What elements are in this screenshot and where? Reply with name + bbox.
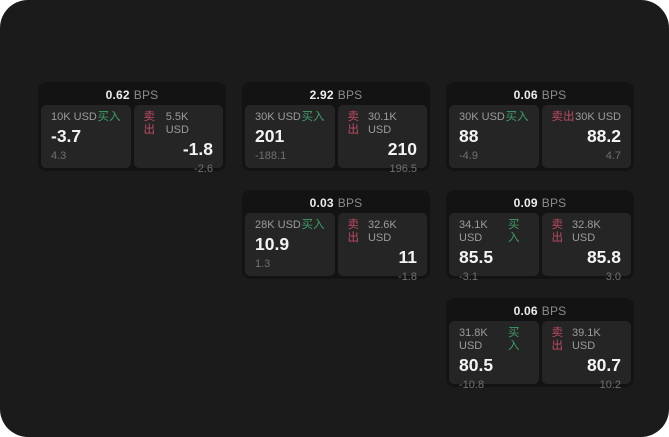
bps-suffix: BPS [337,88,363,102]
buy-tag: 买入 [97,111,121,123]
bps-header: 0.62 BPS [41,85,223,105]
buy-delta: -4.9 [459,150,478,162]
quote-card: 0.06 BPS 31.8K USD 买入 80.5 -10.8 卖出 39.1K… [446,298,634,391]
buy-amount: 28K USD [255,219,301,231]
bps-suffix: BPS [541,196,567,210]
buy-tag: 买入 [301,219,325,231]
buy-delta: -188.1 [255,150,287,162]
quote-card: 0.09 BPS 34.1K USD 买入 85.5 -3.1 卖出 32.8K … [446,190,634,283]
sell-amount: 32.6K USD [367,219,397,244]
bps-suffix: BPS [337,196,363,210]
buy-price: 85.5 [459,247,494,267]
bps-header: 2.92 BPS [245,85,427,105]
bps-header: 0.06 BPS [449,301,631,321]
sell-delta: 3.0 [605,271,621,283]
sell-panel[interactable]: 卖出 32.8K USD 85.8 3.0 [541,213,631,283]
sell-price: -1.8 [182,139,213,159]
buy-tag: 买入 [508,219,520,244]
sell-price: 80.7 [586,355,621,375]
buy-panel[interactable]: 31.8K USD 买入 80.5 -10.8 [449,321,539,391]
sell-price: 11 [398,247,418,267]
buy-amount: 34.1K USD [459,219,488,244]
quote-card: 0.06 BPS 30K USD 买入 88 -4.9 卖出 30K USD [446,82,634,171]
buy-tag: 买入 [508,327,520,352]
buy-panel[interactable]: 10K USD 买入 -3.7 4.3 [41,105,131,168]
buy-tag: 买入 [505,111,529,123]
buy-amount: 30K USD [459,111,505,123]
buy-price: -3.7 [51,126,82,146]
buy-panel[interactable]: 30K USD 买入 88 -4.9 [449,105,539,168]
sell-tag: 卖出 [143,111,156,136]
sell-delta: 196.5 [389,163,417,175]
buy-delta: -3.1 [459,271,478,283]
bps-header: 0.09 BPS [449,193,631,213]
buy-amount: 31.8K USD [459,327,488,352]
buy-delta: 4.3 [51,150,67,162]
sell-price: 210 [387,139,417,159]
sell-tag: 卖出 [551,327,564,352]
bps-value: 0.06 [513,88,538,102]
buy-price: 88 [459,126,479,146]
buy-delta: 1.3 [255,258,271,270]
buy-price: 201 [255,126,285,146]
sell-price: 85.8 [586,247,621,267]
bps-suffix: BPS [541,304,567,318]
sell-panel[interactable]: 卖出 30.1K USD 210 196.5 [337,105,427,175]
sell-delta: -2.6 [194,163,213,175]
bps-suffix: BPS [541,88,567,102]
sell-tag: 卖出 [347,111,360,136]
buy-delta: -10.8 [459,379,485,391]
buy-panel[interactable]: 34.1K USD 买入 85.5 -3.1 [449,213,539,283]
quote-card-grid: 0.62 BPS 10K USD 买入 -3.7 4.3 卖出 5.5K USD [38,82,634,391]
quote-card: 0.03 BPS 28K USD 买入 10.9 1.3 卖出 32.6K USD [242,190,430,283]
quote-card: 2.92 BPS 30K USD 买入 201 -188.1 卖出 30.1K U… [242,82,430,175]
bps-header: 0.06 BPS [449,85,631,105]
bps-suffix: BPS [133,88,159,102]
bps-header: 0.03 BPS [245,193,427,213]
buy-price: 80.5 [459,355,494,375]
sell-amount: 39.1K USD [571,327,601,352]
buy-amount: 30K USD [255,111,301,123]
sell-panel[interactable]: 卖出 32.6K USD 11 -1.8 [337,213,427,283]
sell-delta: 4.7 [605,150,621,162]
buy-panel[interactable]: 28K USD 买入 10.9 1.3 [245,213,335,276]
sell-tag: 卖出 [347,219,360,244]
buy-tag: 买入 [301,111,325,123]
bps-value: 0.06 [513,304,538,318]
sell-delta: 10.2 [599,379,621,391]
buy-price: 10.9 [255,234,290,254]
buy-amount: 10K USD [51,111,97,123]
sell-amount: 32.8K USD [571,219,601,244]
quote-card: 0.62 BPS 10K USD 买入 -3.7 4.3 卖出 5.5K USD [38,82,226,175]
bps-value: 0.62 [105,88,130,102]
sell-delta: -1.8 [398,271,417,283]
sell-amount: 5.5K USD [165,111,189,136]
bps-value: 0.09 [513,196,538,210]
sell-tag: 卖出 [551,111,575,123]
sell-amount: 30K USD [575,111,621,123]
sell-amount: 30.1K USD [367,111,397,136]
buy-panel[interactable]: 30K USD 买入 201 -188.1 [245,105,335,168]
sell-panel[interactable]: 卖出 39.1K USD 80.7 10.2 [541,321,631,391]
sell-tag: 卖出 [551,219,564,244]
bps-value: 0.03 [309,196,334,210]
sell-panel[interactable]: 卖出 30K USD 88.2 4.7 [541,105,631,168]
sell-price: 88.2 [586,126,621,146]
sell-panel[interactable]: 卖出 5.5K USD -1.8 -2.6 [133,105,223,175]
bps-value: 2.92 [309,88,334,102]
